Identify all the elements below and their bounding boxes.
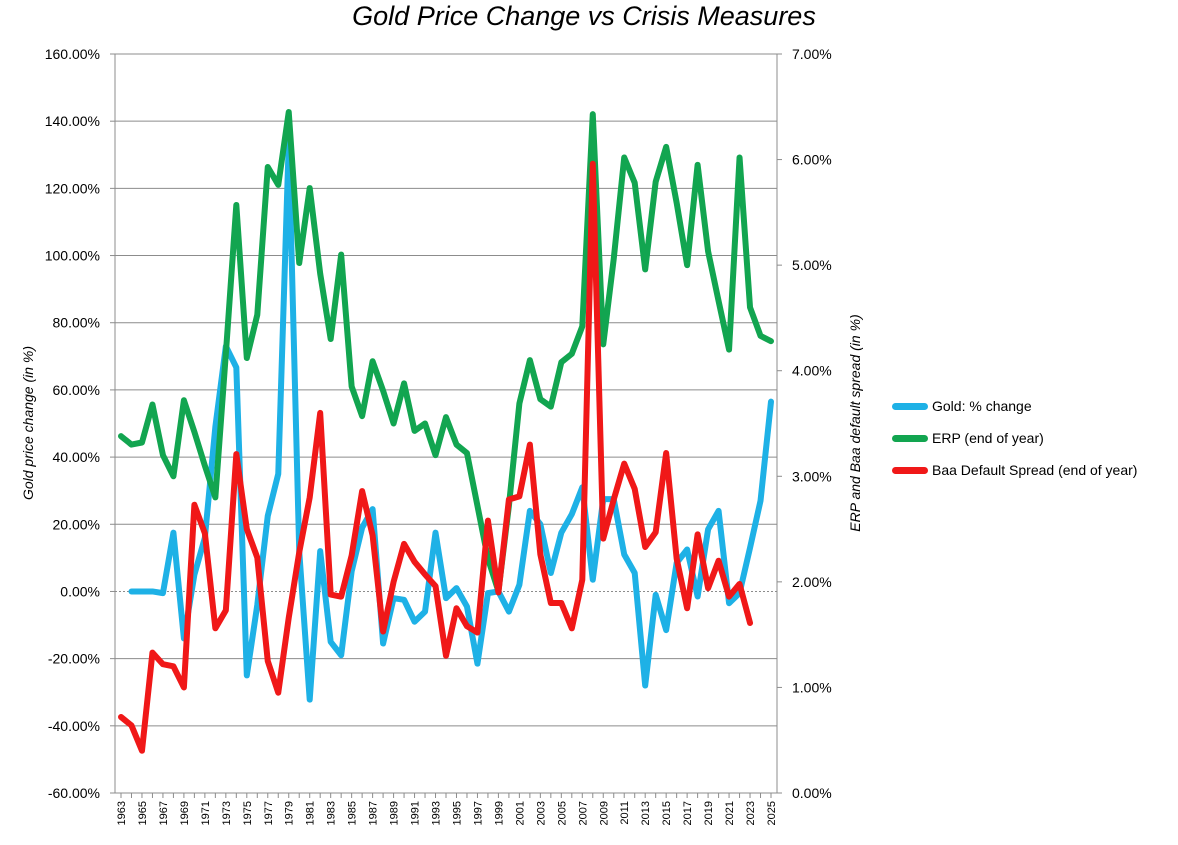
x-tick-label: 2019 [703,801,715,825]
y-axis-left-label: Gold price change (in %) [20,345,36,501]
y-tick-left-label: 80.00% [53,315,100,331]
y-tick-left-label: -20.00% [48,651,100,667]
legend-swatch-gold [892,403,928,410]
x-tick-label: 2003 [535,801,547,825]
x-tick-label: 2009 [598,801,610,825]
y-tick-right-label: 2.00% [792,574,832,590]
series-line-erp [118,109,774,595]
x-tick-label: 1979 [284,801,296,825]
x-tick-label: 2017 [682,801,694,825]
legend-swatch-baa [892,467,928,474]
legend-swatch-erp [892,435,928,442]
y-tick-left-label: 160.00% [45,46,100,62]
legend-item-erp: ERP (end of year) [890,426,1175,458]
y-tick-left-label: 140.00% [45,113,100,129]
x-axis-ticks: 1963 1965 1967 1969 1971 1973 1975 1977 1979 1981… [116,793,778,825]
series-line-gold [128,140,774,703]
x-tick-label: 1987 [368,801,380,825]
x-tick-label: 1999 [493,801,505,825]
legend: Gold: % change ERP (end of year) Baa Def… [890,394,1175,490]
legend-label-gold: Gold: % change [932,398,1032,414]
x-tick-label: 2025 [766,801,778,825]
series-lines [118,109,774,754]
right-axis-ticks: 7.00% 6.00% 5.00% 4.00% 3.00% 2.00% 1.00% 0.00% [777,46,832,801]
x-tick-label: 1977 [263,801,275,825]
x-tick-label: 2007 [577,801,589,825]
y-tick-left-label: 20.00% [53,516,100,532]
x-tick-label: 1967 [158,801,170,825]
x-tick-label: 2023 [745,801,757,825]
x-tick-label: 1991 [410,801,422,825]
y-tick-left-label: 100.00% [45,248,100,264]
x-tick-label: 2021 [724,801,736,825]
x-tick-label: 1985 [347,801,359,825]
y-tick-left-label: 60.00% [53,382,100,398]
x-tick-label: 1981 [305,801,317,825]
y-tick-right-label: 0.00% [792,785,832,801]
y-tick-right-label: 5.00% [792,257,832,273]
x-tick-label: 2005 [556,801,568,825]
y-tick-left-label: 0.00% [60,583,100,599]
chart-title: Gold Price Change vs Crisis Measures [352,1,816,31]
legend-item-baa: Baa Default Spread (end of year) [890,458,1175,490]
x-tick-label: 1983 [326,801,338,825]
x-tick-label: 2013 [640,801,652,825]
x-tick-label: 1997 [472,801,484,825]
y-tick-right-label: 1.00% [792,679,832,695]
y-tick-left-label: 120.00% [45,180,100,196]
left-axis-ticks: 160.00% 140.00% 120.00% 100.00% 80.00% 60.00%… [45,46,115,801]
y-tick-right-label: 3.00% [792,468,832,484]
x-tick-label: 1965 [137,801,149,825]
x-tick-label: 2011 [619,801,631,825]
legend-label-baa: Baa Default Spread (end of year) [932,462,1138,478]
x-tick-label: 1969 [179,801,191,825]
x-tick-label: 1989 [389,801,401,825]
y-axis-right-label: ERP and Baa default spread (in %) [847,314,863,532]
y-tick-right-label: 4.00% [792,363,832,379]
x-tick-label: 1973 [221,801,233,825]
y-tick-left-label: -60.00% [48,785,100,801]
series-line-baa [118,160,754,754]
x-tick-label: 1963 [116,801,128,825]
legend-item-gold: Gold: % change [890,394,1175,426]
x-tick-label: 2015 [661,801,673,825]
y-tick-left-label: -40.00% [48,718,100,734]
x-tick-label: 2001 [514,801,526,825]
legend-label-erp: ERP (end of year) [932,430,1044,446]
x-tick-label: 1993 [431,801,443,825]
y-tick-right-label: 6.00% [792,152,832,168]
x-tick-label: 1995 [451,801,463,825]
y-tick-left-label: 40.00% [53,449,100,465]
x-tick-label: 1971 [200,801,212,825]
y-tick-right-label: 7.00% [792,46,832,62]
x-tick-label: 1975 [242,801,254,825]
